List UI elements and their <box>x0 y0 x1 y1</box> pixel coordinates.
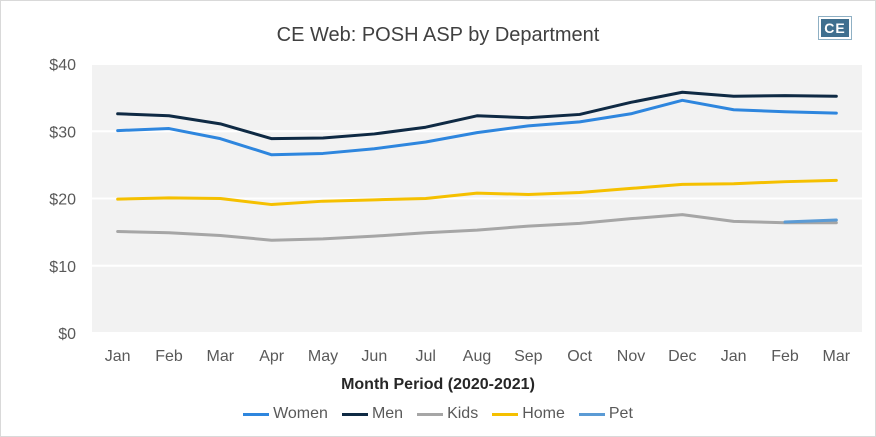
series-line-women <box>116 98 838 157</box>
chart-title: CE Web: POSH ASP by Department <box>276 24 600 46</box>
legend-swatch <box>341 412 368 416</box>
legend-swatch <box>578 412 605 416</box>
y-axis-ticks: $0 $10 $20 $30 $40 <box>49 57 76 343</box>
y-tick-label: $30 <box>49 124 76 141</box>
legend-swatch <box>492 412 519 416</box>
y-tick-label: $0 <box>58 326 76 343</box>
y-tick-label: $40 <box>49 57 76 74</box>
legend-swatch <box>243 412 270 416</box>
x-axis-label: Month Period (2020-2021) <box>341 376 535 393</box>
series-line-home <box>116 178 838 207</box>
x-tick-label: Feb <box>771 348 799 365</box>
x-tick-label: Mar <box>823 348 851 365</box>
x-tick-label: May <box>308 348 338 365</box>
ce-logo: CE <box>818 16 852 40</box>
legend-item-women: Women <box>243 405 328 423</box>
y-tick-label: $10 <box>49 259 76 276</box>
legend-item-pet: Pet <box>578 405 633 423</box>
ce-logo-text: CE <box>821 19 849 37</box>
series-line-pet <box>783 218 838 224</box>
legend-swatch <box>417 412 444 416</box>
x-tick-label: Jan <box>105 348 131 365</box>
legend-item-kids: Kids <box>417 405 478 423</box>
series-line-men <box>116 90 838 141</box>
x-axis-ticks: Jan Feb Mar Apr May Jun Jul Aug Sep Oct Nov Dec Jan F… <box>105 348 851 365</box>
x-tick-label: Apr <box>259 348 285 365</box>
legend-item-men: Men <box>341 405 404 423</box>
legend: Women Men Kids Home Pet <box>0 405 876 423</box>
y-tick-label: $20 <box>49 192 76 209</box>
x-tick-label: Oct <box>567 348 592 365</box>
legend-item-home: Home <box>492 405 565 423</box>
x-tick-label: Feb <box>155 348 183 365</box>
series-lines <box>116 90 838 242</box>
x-tick-label: Sep <box>514 348 543 365</box>
x-tick-label: Jan <box>721 348 747 365</box>
legend-label: Women <box>273 405 328 422</box>
legend-label: Home <box>522 405 565 422</box>
legend-label: Kids <box>447 405 479 422</box>
x-tick-label: Aug <box>463 348 491 365</box>
series-line-kids <box>116 213 838 242</box>
x-tick-label: Mar <box>207 348 235 365</box>
x-tick-label: Jun <box>361 348 387 365</box>
x-tick-label: Dec <box>668 348 696 365</box>
x-tick-label: Jul <box>415 348 435 365</box>
legend-label: Men <box>371 405 404 422</box>
legend-label: Pet <box>608 405 633 422</box>
x-tick-label: Nov <box>617 348 645 365</box>
